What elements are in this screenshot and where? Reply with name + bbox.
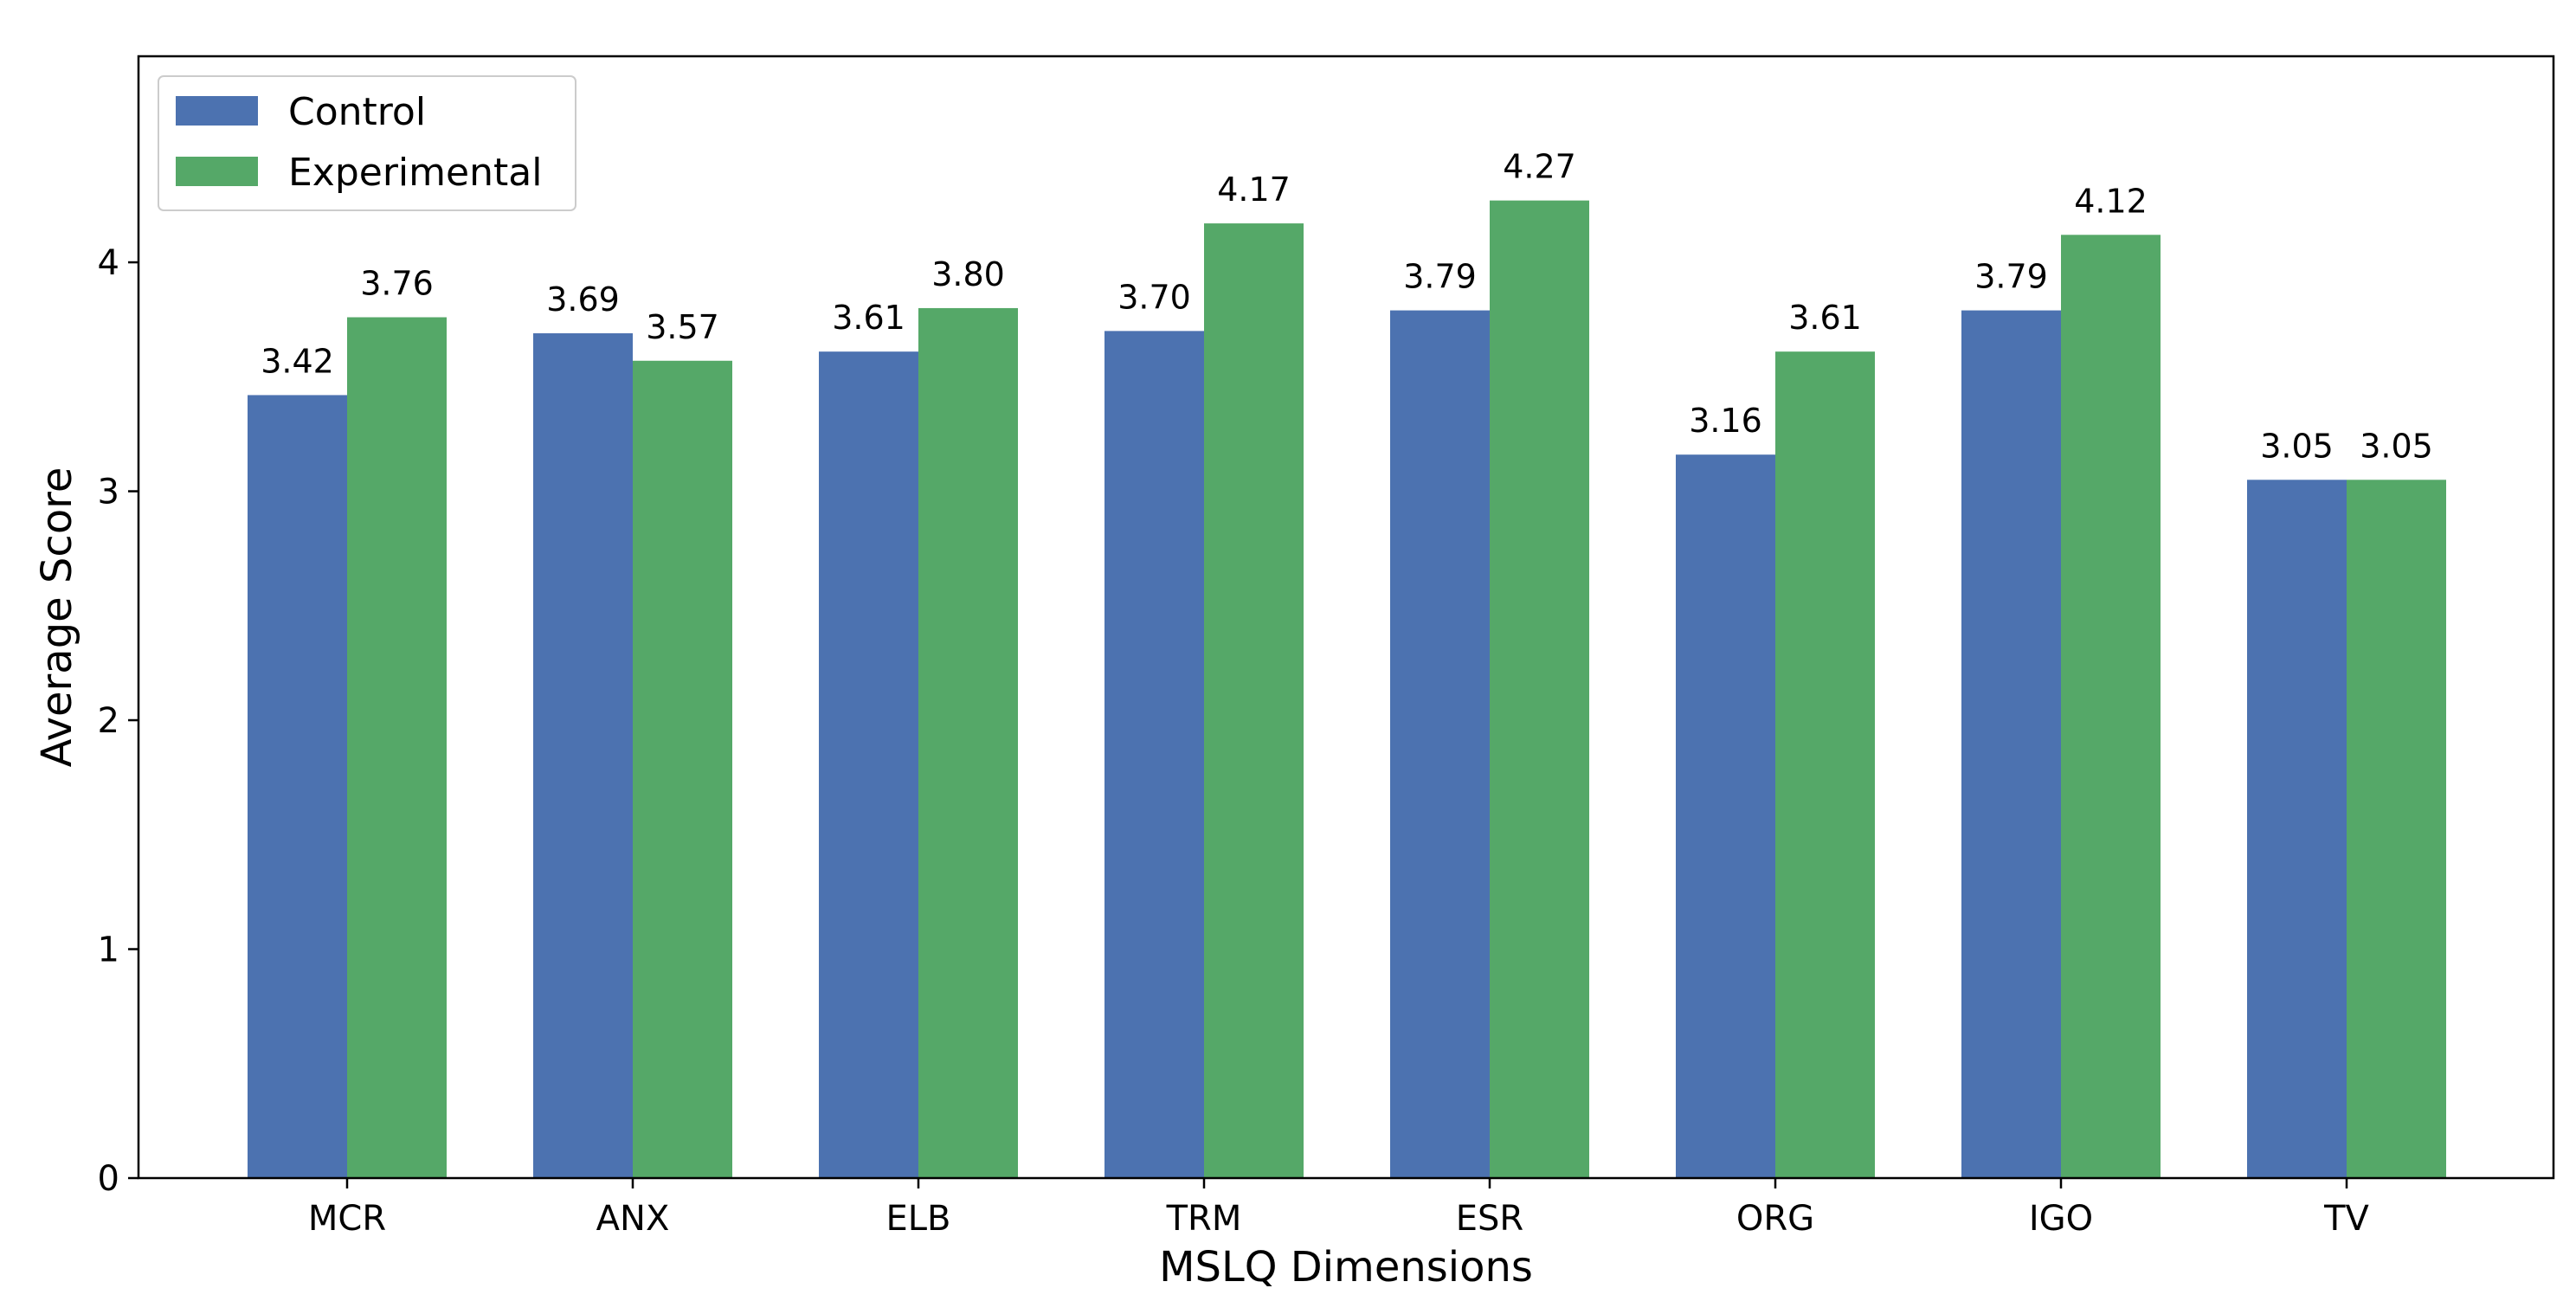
- legend-swatch-experimental: [176, 157, 258, 186]
- x-tick-label-org: ORG: [1736, 1199, 1814, 1239]
- legend: Control Experimental: [158, 75, 576, 211]
- x-tick-label-anx: ANX: [596, 1199, 670, 1239]
- bar-control-tv: [2247, 480, 2347, 1178]
- x-axis-title: MSLQ Dimensions: [1159, 1243, 1533, 1291]
- bar-value-label-control-igo: 3.79: [1974, 258, 2048, 296]
- bar-value-label-experimental-tv: 3.05: [2360, 427, 2433, 465]
- bar-value-label-control-anx: 3.69: [546, 280, 620, 319]
- bar-control-org: [1676, 454, 1775, 1178]
- x-axis: MCR ANX ELB TRM ESR ORG IGO TV: [308, 1178, 2370, 1239]
- y-tick-label-4: 4: [98, 243, 119, 283]
- legend-label-experimental: Experimental: [288, 151, 542, 195]
- bar-value-label-experimental-org: 3.61: [1788, 299, 1862, 337]
- legend-swatch-control: [176, 96, 258, 126]
- bar-value-label-experimental-trm: 4.17: [1217, 171, 1291, 209]
- bar-control-igo: [1961, 310, 2061, 1178]
- bar-value-label-control-trm: 3.70: [1117, 278, 1191, 316]
- bar-experimental-igo: [2061, 235, 2161, 1179]
- plot-frame: [137, 55, 2555, 1180]
- bar-control-mcr: [248, 395, 347, 1178]
- y-tick-label-3: 3: [98, 473, 119, 512]
- y-tick-label-2: 2: [98, 701, 119, 741]
- x-tick-label-tv: TV: [2323, 1199, 2369, 1239]
- bar-value-label-experimental-elb: 3.80: [931, 255, 1005, 293]
- bar-value-label-experimental-igo: 4.12: [2074, 182, 2148, 220]
- bar-control-anx: [533, 333, 633, 1178]
- y-axis: 0 1 2 3 4: [98, 243, 138, 1199]
- bar-value-label-experimental-esr: 4.27: [1503, 148, 1576, 186]
- legend-label-control: Control: [288, 90, 426, 134]
- y-axis-title: Average Score: [33, 467, 81, 768]
- x-tick-label-mcr: MCR: [308, 1199, 386, 1239]
- x-tick-label-igo: IGO: [2029, 1199, 2093, 1239]
- bar-experimental-elb: [918, 307, 1018, 1178]
- bar-experimental-esr: [1490, 200, 1589, 1179]
- x-tick-label-trm: TRM: [1166, 1199, 1242, 1239]
- bars-group: [248, 200, 2446, 1179]
- bar-experimental-anx: [633, 360, 732, 1178]
- y-tick-label-0: 0: [98, 1159, 119, 1199]
- bar-value-label-experimental-mcr: 3.76: [360, 265, 434, 303]
- x-tick-label-esr: ESR: [1456, 1199, 1523, 1239]
- bar-value-label-control-esr: 3.79: [1403, 258, 1477, 296]
- bar-value-label-control-tv: 3.05: [2260, 427, 2334, 465]
- bar-control-esr: [1390, 310, 1490, 1178]
- bar-control-elb: [819, 351, 918, 1178]
- bar-value-label-control-org: 3.16: [1689, 402, 1762, 440]
- legend-box: [158, 75, 576, 211]
- bar-experimental-tv: [2347, 480, 2446, 1178]
- bar-control-trm: [1104, 331, 1204, 1178]
- x-tick-label-elb: ELB: [886, 1199, 951, 1239]
- bar-value-label-experimental-anx: 3.57: [646, 308, 719, 346]
- bar-experimental-mcr: [347, 317, 447, 1178]
- bar-value-label-control-mcr: 3.42: [261, 342, 334, 380]
- bar-experimental-trm: [1204, 223, 1304, 1179]
- bar-labels-group: 3.42 3.76 3.69 3.57 3.61 3.80 3.70 4.17 3.79 4.27…: [261, 148, 2433, 466]
- bar-experimental-org: [1775, 351, 1875, 1178]
- y-tick-label-1: 1: [98, 931, 119, 970]
- bar-value-label-control-elb: 3.61: [832, 299, 905, 337]
